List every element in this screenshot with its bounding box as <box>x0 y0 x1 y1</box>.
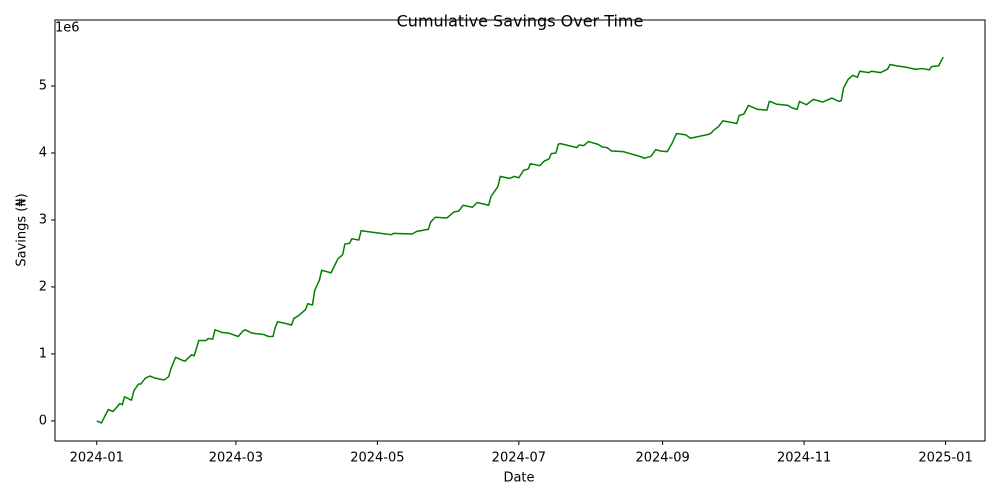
y-tick-label: 2 <box>39 279 47 294</box>
y-offset-label: 1e6 <box>55 21 80 36</box>
y-tick-label: 3 <box>39 212 47 227</box>
x-tick-label: 2024-03 <box>209 451 263 466</box>
y-tick-label: 5 <box>39 78 47 93</box>
y-tick-label: 0 <box>39 413 47 428</box>
x-tick-label: 2024-07 <box>492 451 546 466</box>
x-tick-label: 2025-01 <box>918 451 972 466</box>
data-line <box>96 56 944 424</box>
x-tick-label: 2024-09 <box>635 451 689 466</box>
y-tick-label: 1 <box>39 346 47 361</box>
x-tick-label: 2024-11 <box>777 451 831 466</box>
y-axis-label: Savings (₦) <box>15 193 30 266</box>
x-tick-label: 2024-05 <box>350 451 404 466</box>
x-tick-label: 2024-01 <box>70 451 124 466</box>
axes-frame <box>54 19 986 442</box>
y-tick-label: 4 <box>39 145 47 160</box>
chart-title: Cumulative Savings Over Time <box>397 12 644 31</box>
x-axis-label: Date <box>503 471 534 486</box>
